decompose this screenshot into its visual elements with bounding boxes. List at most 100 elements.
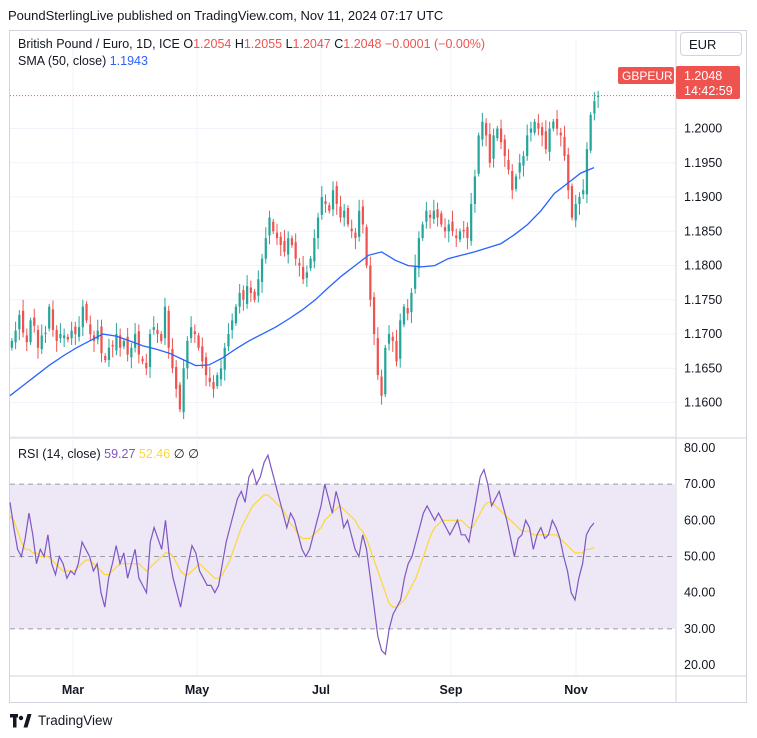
candle-body	[242, 290, 245, 300]
candle-body	[33, 317, 36, 326]
candle-body	[272, 221, 275, 232]
candle-body	[182, 368, 185, 413]
candle-body	[343, 210, 346, 218]
candle-body	[77, 327, 81, 337]
price-tick-label: 1.1700	[684, 327, 722, 341]
currency-label: EUR	[689, 36, 717, 52]
candle-body	[51, 309, 55, 330]
candle-body	[589, 114, 592, 151]
candle-body	[234, 306, 238, 324]
rsi-legend: RSI (14, close) 59.27 52.46 ∅ ∅	[18, 446, 199, 461]
candle-body	[268, 217, 271, 236]
candle-body	[48, 306, 51, 329]
candle-body	[119, 335, 122, 348]
candle-body	[249, 287, 252, 293]
candle-body	[570, 186, 574, 218]
candle-body	[402, 306, 406, 325]
price-tick-label: 1.2000	[684, 122, 722, 136]
rsi-lines	[9, 453, 595, 656]
candle-body	[369, 265, 372, 300]
change-value: −0.0001 (−0.00%)	[385, 37, 486, 51]
sma-value: 1.1943	[109, 54, 148, 68]
candle-body	[152, 327, 155, 330]
candle-body	[421, 224, 424, 239]
rsi-line	[9, 453, 595, 656]
candle-body	[410, 292, 413, 313]
candle-body	[18, 314, 21, 330]
sma-label: SMA (50, close)	[18, 54, 107, 68]
candle-body	[104, 355, 107, 361]
candle-body	[25, 335, 28, 343]
candle-body	[447, 224, 450, 232]
rsi-tick-label: 70.00	[684, 477, 715, 491]
candle-body	[59, 334, 62, 339]
candle-body	[597, 95, 600, 98]
price-tick-label: 1.1900	[684, 190, 722, 204]
candle-body	[440, 213, 443, 225]
candle-body	[309, 258, 312, 269]
price-tag-layer: GBPEUR 1.2048 14:42:59	[618, 66, 740, 99]
candle-body	[462, 229, 465, 232]
price-tick-label: 1.1750	[684, 293, 722, 307]
low-label: L	[285, 37, 293, 51]
candle-body	[328, 205, 331, 211]
close-value: 1.2048	[343, 37, 382, 51]
candle-body	[283, 240, 286, 252]
candle-body	[537, 123, 540, 129]
candle-body	[358, 210, 361, 237]
candle-body	[36, 329, 40, 348]
date-tick-label: Mar	[62, 683, 84, 697]
candle-body	[178, 384, 182, 410]
chart-frame	[9, 30, 747, 703]
candle-body	[63, 335, 66, 339]
candle-body	[14, 330, 17, 343]
currency-button[interactable]: EUR	[680, 32, 742, 56]
date-tick-label: Nov	[564, 683, 588, 697]
publisher-header: PoundSterlingLive published on TradingVi…	[8, 8, 444, 23]
candle-body	[167, 310, 170, 348]
candle-body	[313, 238, 316, 262]
candle-body	[473, 176, 477, 204]
candle-body	[455, 235, 458, 239]
candle-body	[350, 228, 353, 232]
candle-body	[85, 303, 88, 321]
candle-body	[511, 171, 514, 191]
axes: 1.2000 1.1950 1.1900 1.1850 1.1800 1.1750 1.17…	[62, 122, 722, 697]
rsi-pane	[10, 483, 676, 630]
candle-body	[436, 209, 439, 218]
candle-body	[387, 334, 391, 344]
candle-body	[406, 308, 409, 314]
candle-body	[541, 127, 544, 136]
candle-body	[305, 272, 308, 278]
rsi-label: RSI (14, close)	[18, 447, 101, 461]
symbol-tag-bg	[618, 67, 674, 84]
open-value: 1.2054	[193, 37, 232, 51]
candle-body	[290, 238, 294, 245]
candle-body	[216, 375, 219, 387]
rsi-tick-label: 50.00	[684, 550, 715, 564]
open-label: O	[183, 37, 194, 51]
candle-body	[44, 332, 47, 335]
candle-body	[492, 135, 495, 159]
candle-body	[518, 162, 521, 173]
candle-body	[156, 329, 159, 335]
candle-body	[175, 366, 178, 389]
candle-body	[133, 334, 137, 348]
candle-body	[40, 335, 43, 350]
candlesticks	[10, 90, 600, 419]
candle-body	[197, 335, 200, 348]
candle-body	[223, 347, 226, 370]
candle-body	[212, 382, 215, 389]
candle-body	[204, 357, 208, 376]
candle-body	[488, 134, 491, 163]
candle-body	[354, 232, 357, 239]
sma-row: SMA (50, close) 1.1943	[18, 53, 485, 70]
candle-body	[391, 336, 394, 341]
candle-body	[578, 197, 581, 204]
candle-body	[29, 320, 32, 343]
candle-body	[425, 210, 428, 222]
candle-body	[70, 330, 73, 339]
candle-body	[81, 306, 84, 328]
candle-body	[260, 258, 264, 282]
